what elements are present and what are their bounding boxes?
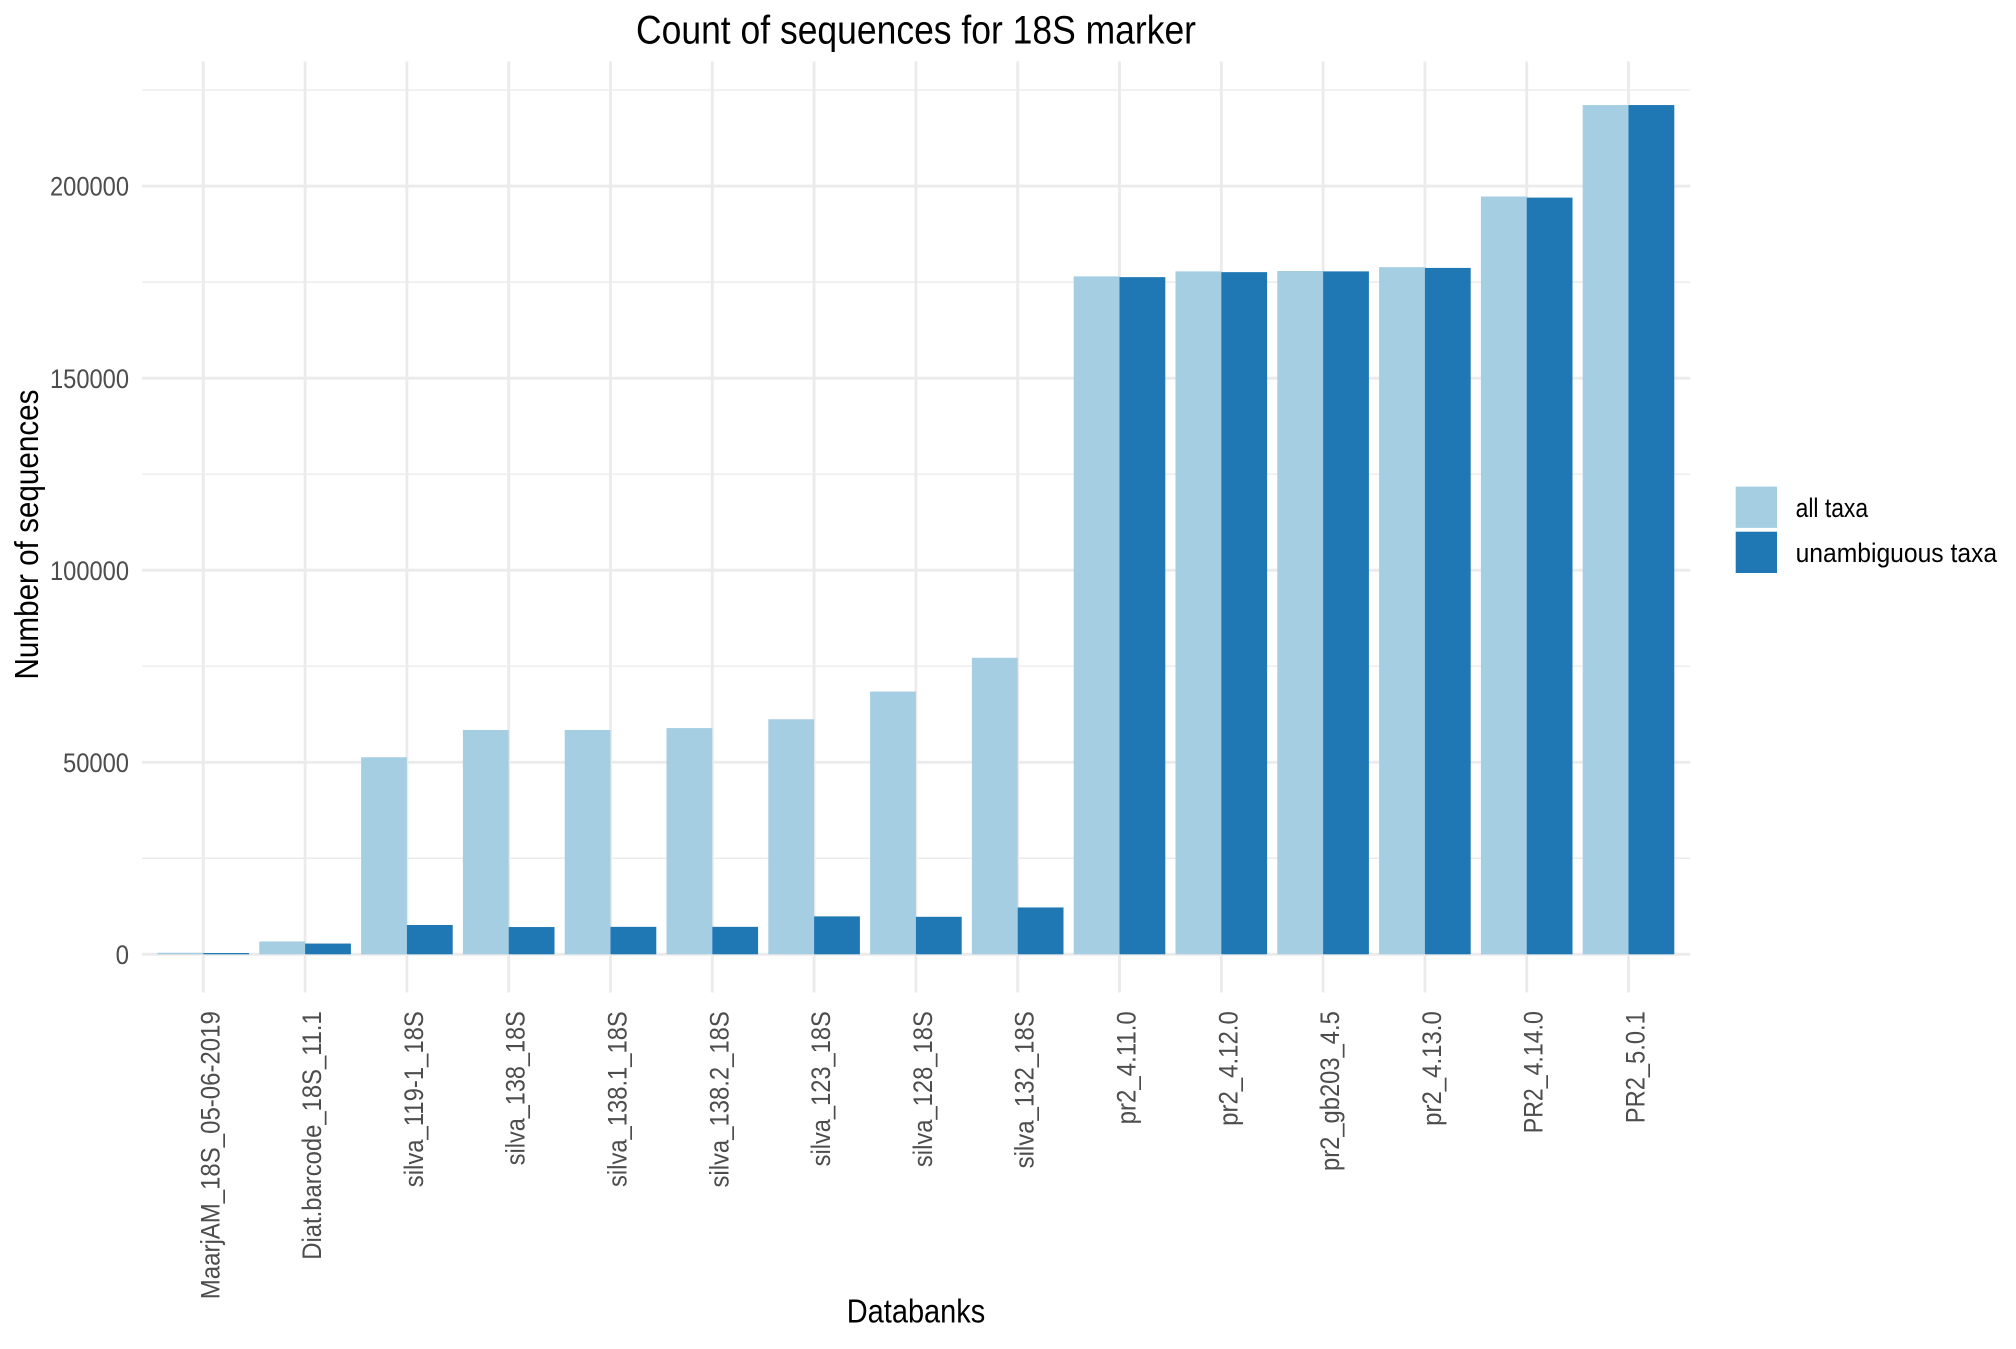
svg-text:pr2_4.12.0: pr2_4.12.0 xyxy=(1213,1011,1243,1126)
svg-text:pr2_gb203_4.5: pr2_gb203_4.5 xyxy=(1315,1011,1345,1171)
svg-text:silva_123_18S: silva_123_18S xyxy=(806,1011,836,1166)
svg-text:150000: 150000 xyxy=(50,364,129,394)
svg-text:PR2_5.0.1: PR2_5.0.1 xyxy=(1621,1011,1651,1123)
svg-text:200000: 200000 xyxy=(50,172,129,202)
svg-text:Number of sequences: Number of sequences xyxy=(8,390,45,680)
svg-text:PR2_4.14.0: PR2_4.14.0 xyxy=(1519,1011,1549,1133)
svg-text:pr2_4.13.0: pr2_4.13.0 xyxy=(1417,1011,1447,1126)
svg-text:Diat.barcode_18S_11.1: Diat.barcode_18S_11.1 xyxy=(297,1011,327,1259)
svg-text:silva_138.1_18S: silva_138.1_18S xyxy=(603,1011,633,1187)
svg-text:silva_119-1_18S: silva_119-1_18S xyxy=(399,1011,429,1187)
svg-text:pr2_4.11.0: pr2_4.11.0 xyxy=(1112,1011,1142,1124)
svg-text:0: 0 xyxy=(116,940,129,970)
svg-text:Databanks: Databanks xyxy=(847,1293,986,1330)
svg-text:unambiguous taxa: unambiguous taxa xyxy=(1796,538,1998,568)
svg-text:silva_128_18S: silva_128_18S xyxy=(908,1011,938,1167)
svg-text:all taxa: all taxa xyxy=(1796,493,1869,523)
svg-text:MaarjAM_18S_05-06-2019: MaarjAM_18S_05-06-2019 xyxy=(195,1011,225,1299)
svg-text:silva_138.2_18S: silva_138.2_18S xyxy=(704,1011,734,1187)
svg-text:50000: 50000 xyxy=(63,748,129,778)
svg-text:100000: 100000 xyxy=(50,556,129,586)
svg-text:silva_138_18S: silva_138_18S xyxy=(501,1011,531,1165)
svg-text:silva_132_18S: silva_132_18S xyxy=(1010,1011,1040,1168)
svg-text:Count of sequences for 18S mar: Count of sequences for 18S marker xyxy=(636,8,1196,52)
